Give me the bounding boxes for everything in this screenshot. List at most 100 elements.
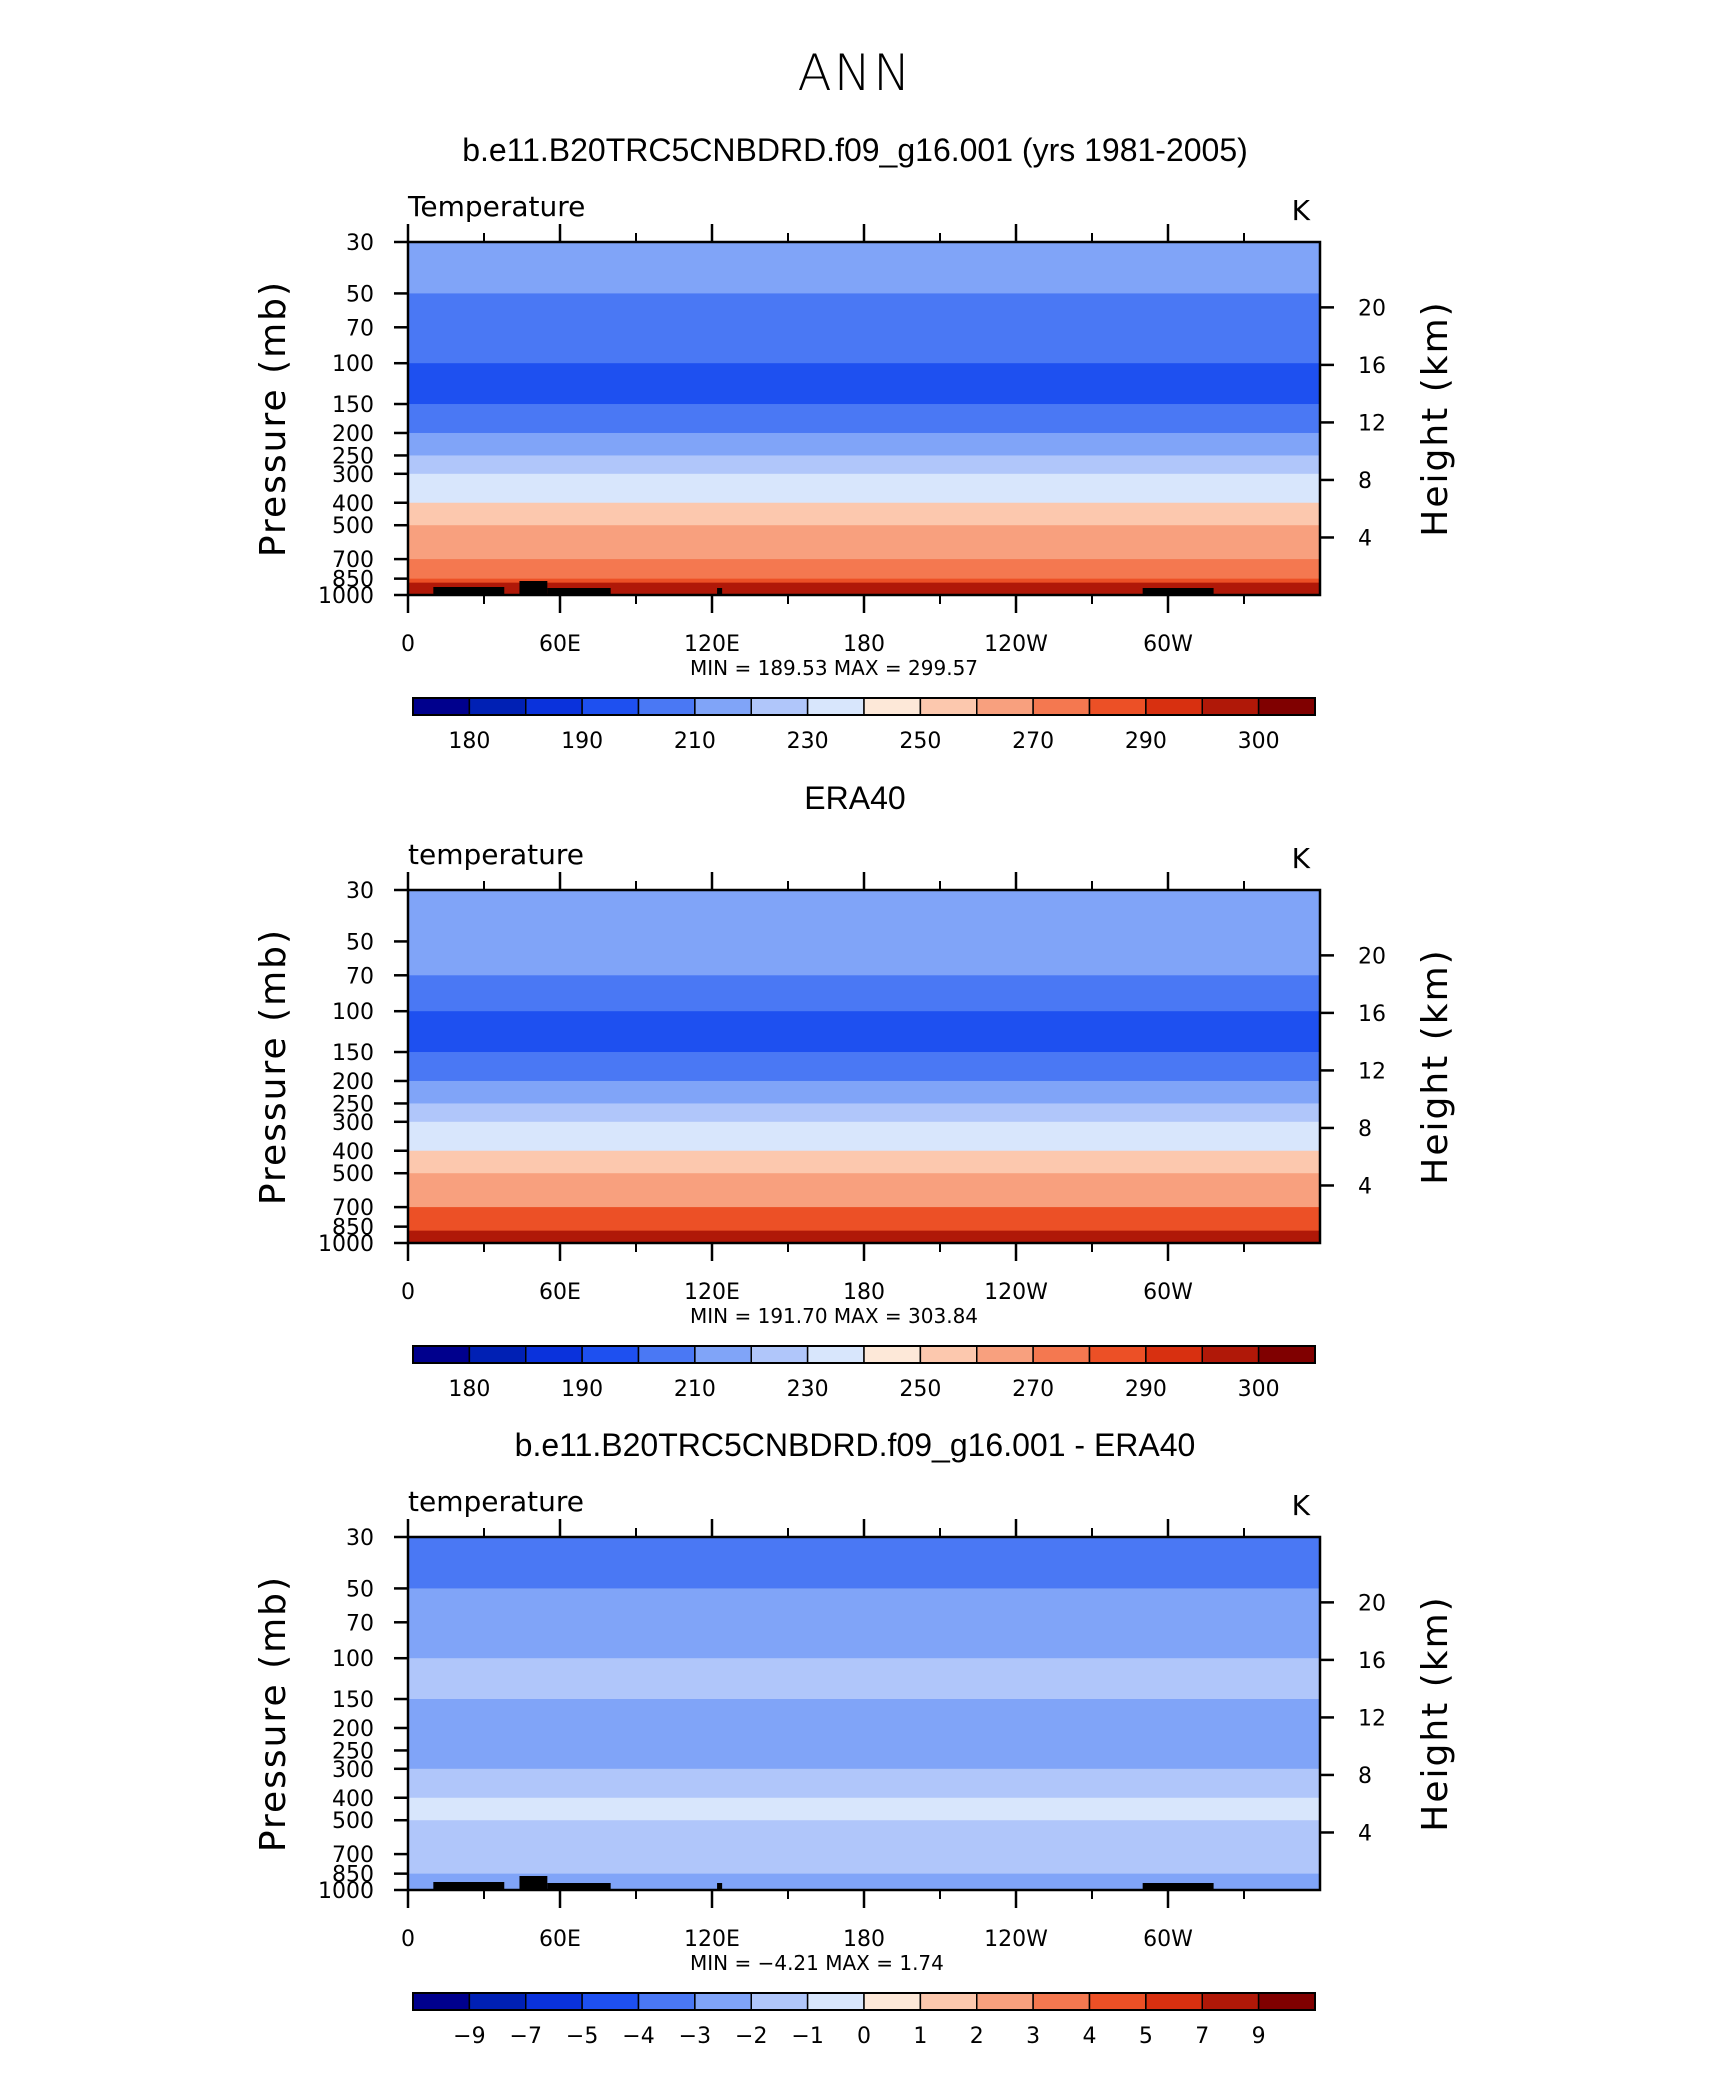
units-label: K — [1292, 194, 1311, 227]
colorbar-label: 7 — [1195, 2024, 1209, 2049]
contour-band — [408, 582, 1320, 595]
colorbar-swatch — [694, 1992, 752, 2011]
y2-tick-label: 12 — [1358, 411, 1386, 436]
y2-tick-label: 12 — [1358, 1059, 1386, 1084]
contour-band — [408, 432, 1320, 456]
colorbar-label: 290 — [1125, 1377, 1167, 1402]
y-tick-label: 250 — [332, 1739, 374, 1764]
colorbar-frame — [412, 1345, 1316, 1364]
colorbar-swatch — [1257, 697, 1316, 716]
colorbar-swatch — [694, 697, 752, 716]
colorbar-swatch — [1088, 1992, 1147, 2011]
x-tick-label: 120E — [684, 632, 740, 657]
y-tick-label: 100 — [332, 1000, 374, 1025]
contour-band — [408, 1658, 1320, 1700]
colorbar-swatch — [412, 1992, 471, 2011]
y2-tick-label: 4 — [1358, 1821, 1372, 1846]
y2-tick-label: 16 — [1358, 1002, 1386, 1027]
y2-axis-title: Height (km) — [1415, 1595, 1456, 1831]
topography-mask — [519, 1876, 548, 1890]
contour-band — [408, 1797, 1320, 1821]
contour-band — [408, 293, 1320, 328]
colorbar-label: −3 — [679, 2024, 711, 2049]
contour-band — [408, 1173, 1320, 1208]
y2-tick-label: 4 — [1358, 1174, 1372, 1199]
min-max-stats: MIN = 189.53 MAX = 299.57 — [690, 656, 978, 680]
topography-mask — [547, 1883, 611, 1890]
contour-band — [408, 1768, 1320, 1799]
colorbar-label: −7 — [510, 2024, 542, 2049]
contour-band — [408, 1854, 1320, 1875]
y2-tick-label: 20 — [1358, 296, 1386, 321]
y-tick-label: 150 — [332, 1688, 374, 1713]
contour-band — [408, 1877, 1320, 1890]
y-tick-label: 700 — [332, 1196, 374, 1221]
colorbar-swatch — [581, 697, 640, 716]
field-label: temperature — [408, 838, 584, 871]
colorbar-label: 250 — [899, 1377, 941, 1402]
contour-band — [408, 1103, 1320, 1123]
colorbar-swatch — [525, 1992, 583, 2011]
x-tick-label: 60W — [1143, 1280, 1193, 1305]
x-tick-label: 60E — [539, 1927, 581, 1952]
contour-band — [408, 890, 1320, 942]
topography-mask — [1142, 588, 1214, 595]
y-tick-label: 50 — [346, 930, 374, 955]
colorbar-swatch — [806, 697, 865, 716]
y2-tick-label: 16 — [1358, 1649, 1386, 1674]
colorbar-swatch — [976, 1992, 1034, 2011]
x-tick-label: 0 — [401, 1280, 415, 1305]
y2-axis-title: Height (km) — [1415, 300, 1456, 536]
x-tick-label: 60W — [1143, 1927, 1193, 1952]
x-tick-label: 180 — [843, 1280, 885, 1305]
colorbar-label: −4 — [622, 2024, 654, 2049]
contour-band — [408, 473, 1320, 504]
colorbar-label: 2 — [970, 2024, 984, 2049]
contour-band — [408, 327, 1320, 364]
min-max-stats: MIN = −4.21 MAX = 1.74 — [690, 1951, 944, 1975]
colorbar-swatch — [806, 1345, 865, 1364]
colorbar-swatch — [412, 697, 471, 716]
colorbar-label: 230 — [787, 1377, 829, 1402]
colorbar-label: 180 — [448, 1377, 490, 1402]
colorbar-swatch — [919, 697, 978, 716]
colorbar-label: 290 — [1125, 729, 1167, 754]
topography-mask — [717, 1883, 723, 1890]
y-tick-label: 850 — [332, 568, 374, 593]
field-label: temperature — [408, 1485, 584, 1518]
contour-band — [408, 559, 1320, 580]
colorbar-swatch — [919, 1992, 978, 2011]
units-label: K — [1292, 1489, 1311, 1522]
colorbar-swatch — [581, 1345, 640, 1364]
y-tick-label: 400 — [332, 1787, 374, 1812]
y-tick-label: 300 — [332, 463, 374, 488]
contour-band — [408, 455, 1320, 475]
topography-mask — [717, 588, 723, 595]
colorbar-swatch — [1088, 1345, 1147, 1364]
colorbar-swatch — [750, 697, 809, 716]
y-tick-label: 200 — [332, 1717, 374, 1742]
x-tick-label: 120E — [684, 1280, 740, 1305]
y2-tick-label: 8 — [1358, 1764, 1372, 1789]
y-tick-label: 100 — [332, 1647, 374, 1672]
y-tick-label: 400 — [332, 492, 374, 517]
y-tick-label: 30 — [346, 1526, 374, 1551]
topography-mask — [433, 1882, 505, 1890]
contour-band — [408, 1121, 1320, 1152]
contour-band — [408, 242, 1320, 294]
y2-tick-label: 8 — [1358, 469, 1372, 494]
colorbar-label: 270 — [1012, 729, 1054, 754]
colorbar-swatch — [863, 1992, 922, 2011]
x-tick-label: 60E — [539, 632, 581, 657]
colorbar-swatch — [1145, 1345, 1203, 1364]
panel-3-title: b.e11.B20TRC5CNBDRD.f09_g16.001 - ERA40 — [514, 1427, 1196, 1463]
x-tick-label: 180 — [843, 1927, 885, 1952]
y2-tick-label: 12 — [1358, 1706, 1386, 1731]
contour-band — [408, 1537, 1320, 1589]
y-tick-label: 1000 — [318, 1232, 374, 1257]
x-tick-label: 0 — [401, 632, 415, 657]
y-tick-label: 850 — [332, 1216, 374, 1241]
figure-title: ANN — [797, 44, 913, 102]
colorbar-swatch — [1088, 697, 1147, 716]
